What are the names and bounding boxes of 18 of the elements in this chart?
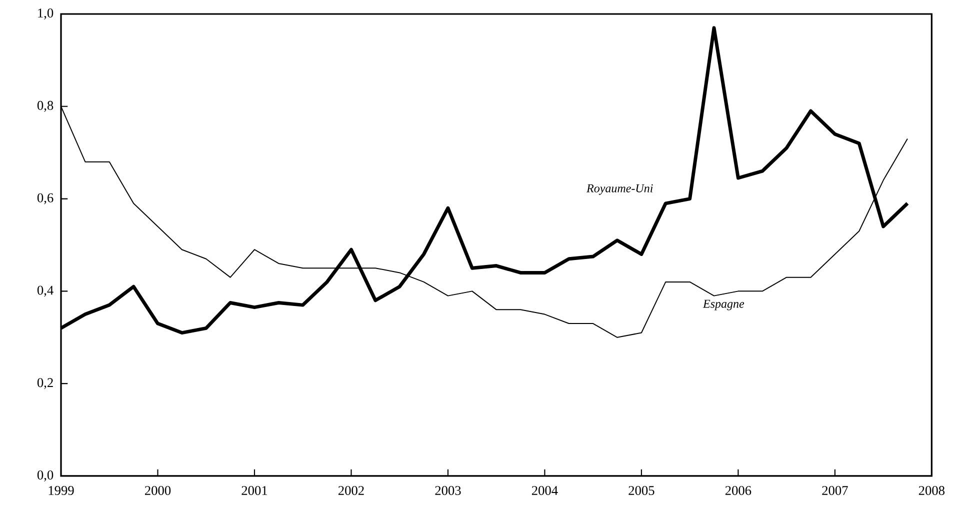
x-tick-label: 2006 <box>725 486 752 496</box>
x-tick-label: 2001 <box>242 486 268 496</box>
y-tick-label: 0,4 <box>37 286 54 297</box>
y-tick-label: 0,0 <box>37 470 54 482</box>
x-tick-label: 2005 <box>628 486 654 496</box>
x-tick-label: 2004 <box>532 486 558 496</box>
y-tick-label: 0,2 <box>37 378 53 390</box>
series-label: Espagne <box>702 300 744 310</box>
y-tick-label: 0,8 <box>37 100 54 112</box>
x-tick-label: 2003 <box>435 486 461 496</box>
x-tick-label: 1999 <box>48 486 74 495</box>
y-tick-label: 0,6 <box>37 193 54 204</box>
x-tick-label: 2000 <box>145 486 171 496</box>
series-label: Royaume-Uni <box>586 184 653 195</box>
x-tick-label: 2007 <box>822 486 848 496</box>
y-tick-label: 1,0 <box>38 8 54 20</box>
x-tick-label: 2008 <box>918 486 945 496</box>
x-tick-label: 2002 <box>338 486 364 496</box>
